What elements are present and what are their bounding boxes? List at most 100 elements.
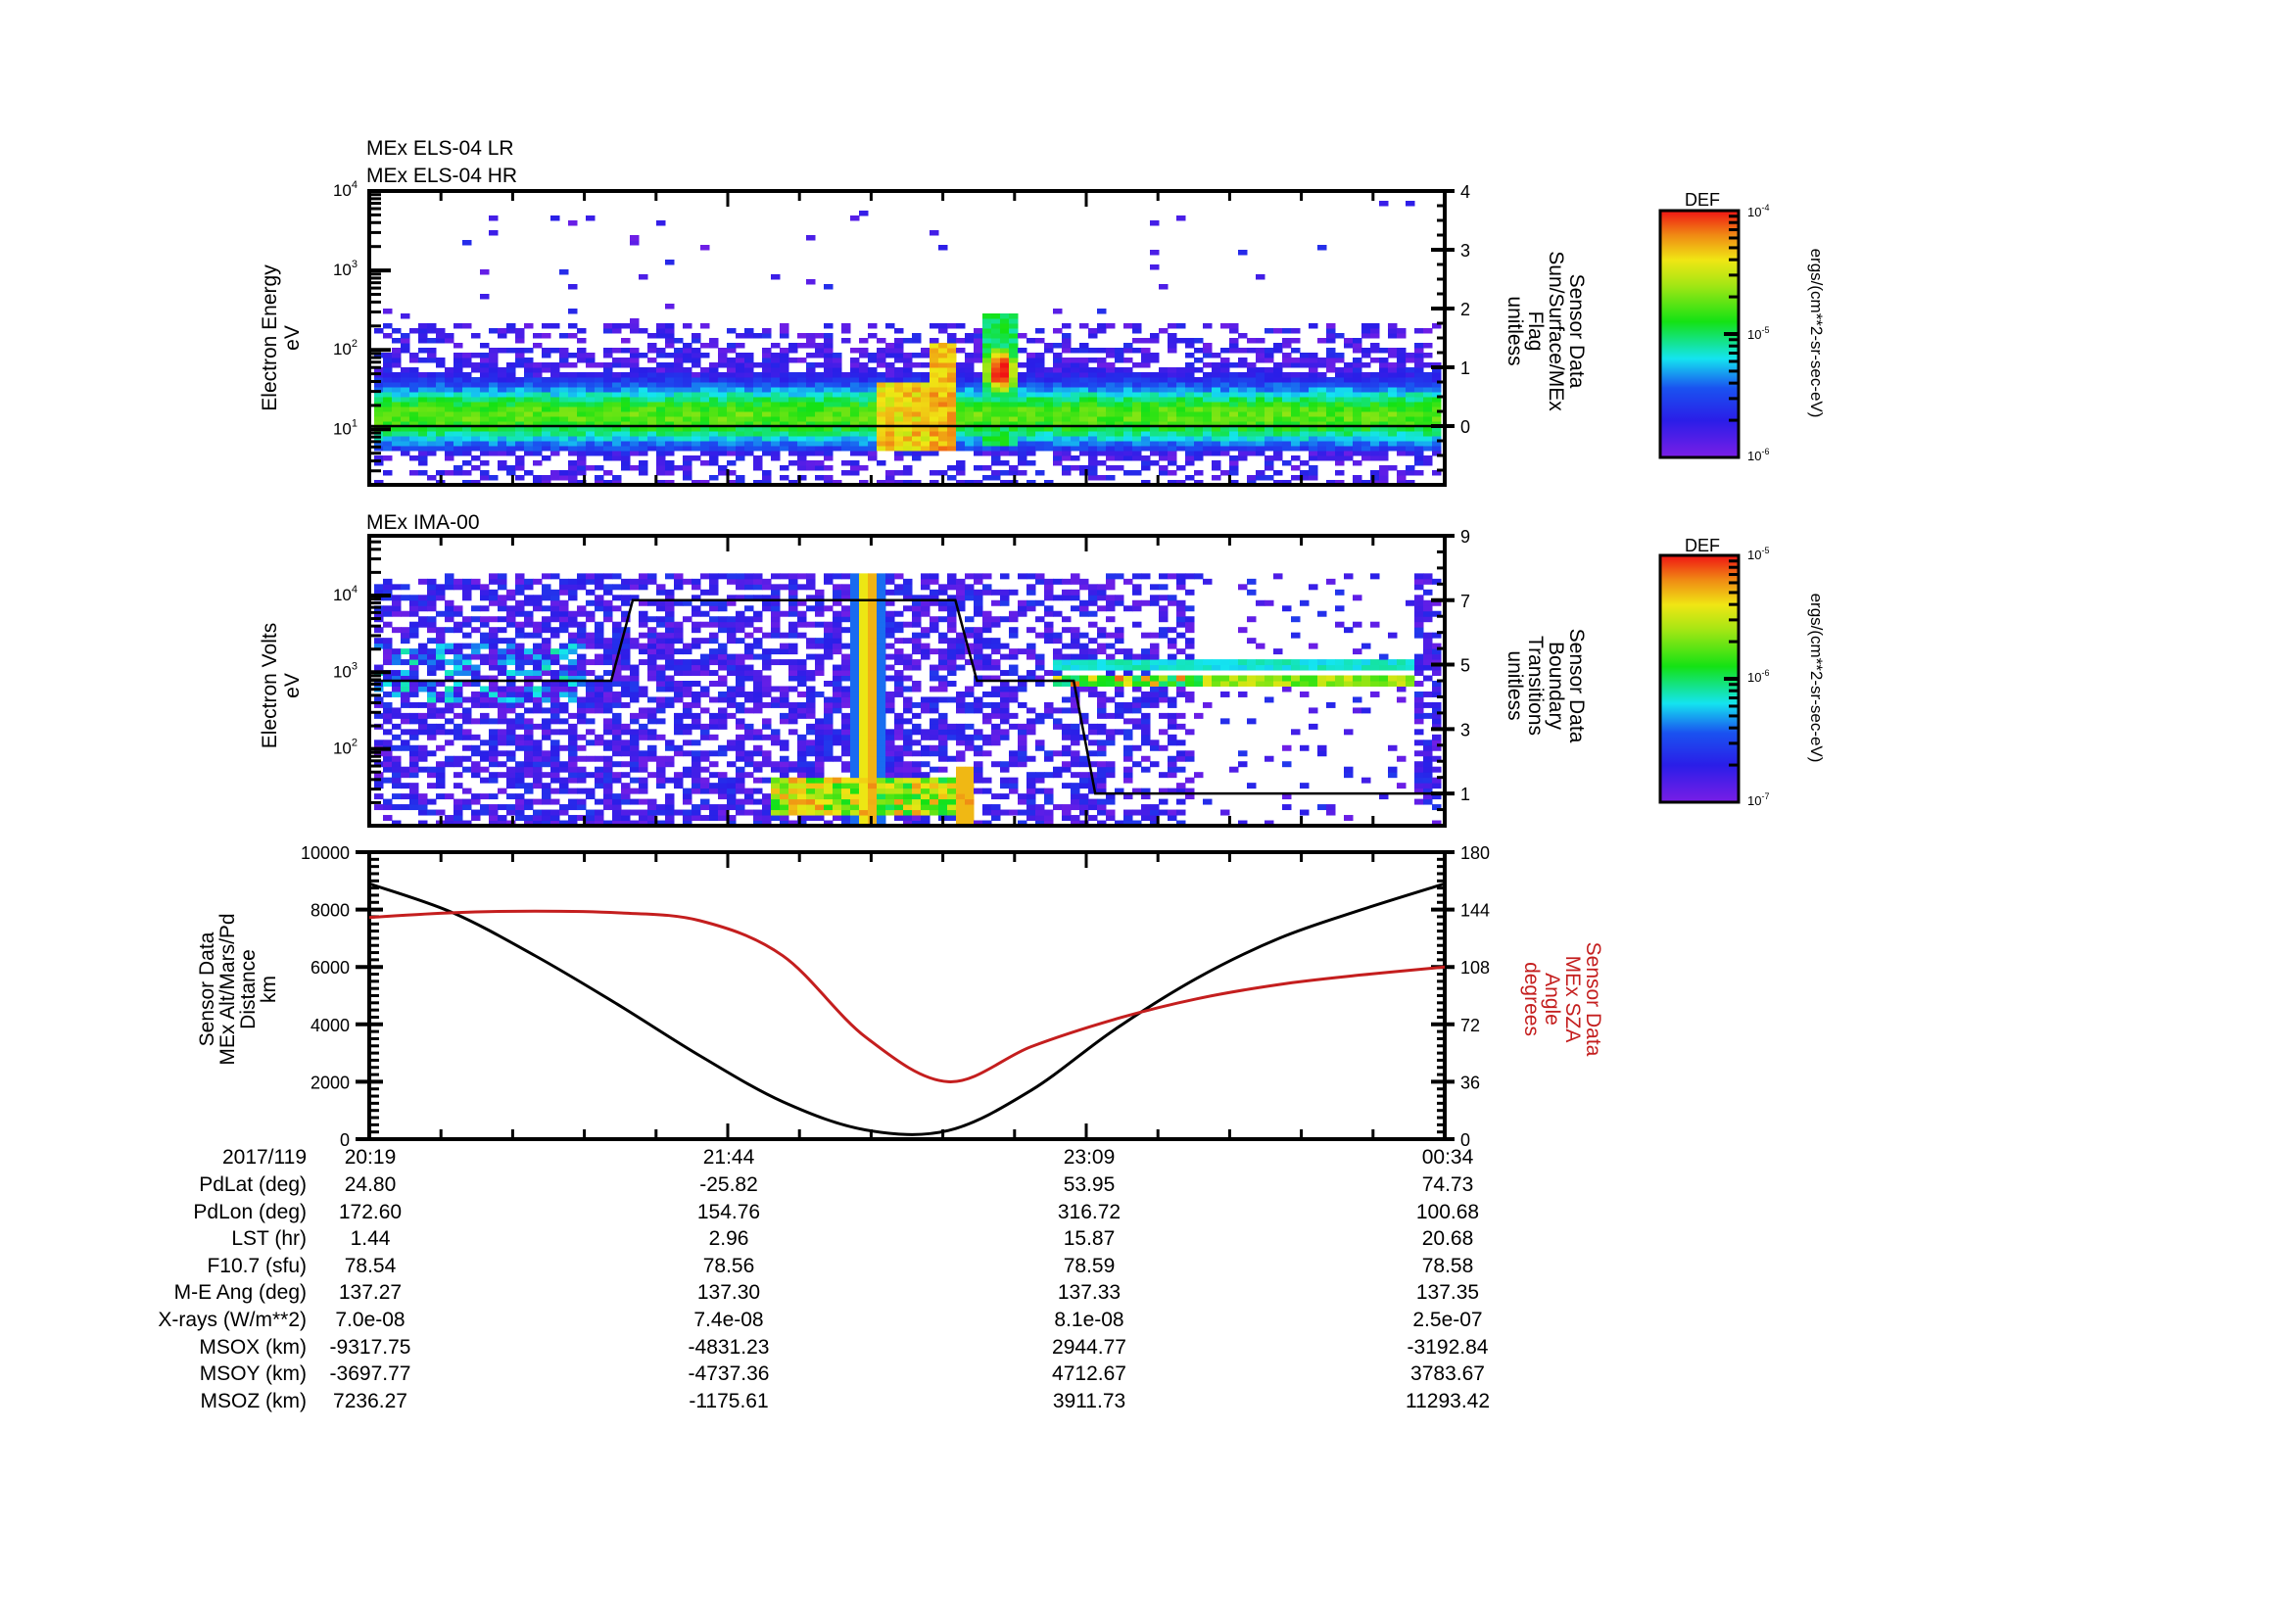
ephemeris-label: X-rays (W/m**2)	[158, 1307, 307, 1333]
ephemeris-value: 137.27	[339, 1279, 402, 1306]
svg-text:1: 1	[1460, 358, 1470, 378]
ephemeris-row: MSOX (km) -9317.75 -4831.23 2944.77 -3192.84	[0, 1334, 2291, 1361]
panel1-ylabel: Electron Energy	[259, 264, 281, 411]
ephemeris-label: MSOZ (km)	[201, 1388, 307, 1414]
ephemeris-value: 11293.42	[1406, 1388, 1490, 1414]
ephemeris-row: F10.7 (sfu) 78.54 78.56 78.59 78.58	[0, 1253, 2291, 1279]
ephemeris-label: MSOX (km)	[199, 1334, 307, 1361]
ephemeris-value: 2.5e-07	[1412, 1307, 1482, 1333]
panel2-ylabel: Electron Volts	[259, 623, 281, 748]
ephemeris-row: M-E Ang (deg) 137.27 137.30 137.33 137.35	[0, 1279, 2291, 1306]
ephemeris-value: 137.35	[1416, 1279, 1479, 1306]
els-heatmap-cells	[374, 201, 1442, 486]
ephemeris-label: M-E Ang (deg)	[174, 1279, 307, 1306]
colorbar2-tick-min: 10-7	[1747, 791, 1769, 808]
colorbar2-title: DEF	[1685, 536, 1720, 555]
svg-text:Sensor Data: Sensor Data	[1565, 274, 1588, 389]
ephemeris-value: 78.58	[1422, 1253, 1474, 1279]
svg-text:unitless: unitless	[1503, 296, 1526, 365]
ephemeris-label: PdLat (deg)	[199, 1171, 307, 1198]
colorbar1-units: ergs/(cm**2-sr-sec-eV)	[1807, 249, 1826, 418]
svg-text:101: 101	[333, 417, 358, 438]
ephemeris-value: 2944.77	[1052, 1334, 1126, 1361]
panel1-title-hr: MEx ELS-04 HR	[366, 165, 517, 187]
svg-text:3: 3	[1460, 241, 1470, 261]
ephemeris-value: 15.87	[1064, 1225, 1116, 1252]
ephemeris-row: MSOZ (km) 7236.27 -1175.61 3911.73 11293.42	[0, 1388, 2291, 1414]
ephemeris-value: 78.59	[1064, 1253, 1116, 1279]
ephemeris-value: -1175.61	[689, 1388, 768, 1414]
ephemeris-value: 78.56	[703, 1253, 755, 1279]
ephemeris-row: LST (hr) 1.44 2.96 15.87 20.68	[0, 1225, 2291, 1252]
ephemeris-value: 4712.67	[1052, 1361, 1126, 1387]
time-tick: 23:09	[1064, 1144, 1116, 1170]
svg-text:4: 4	[1460, 182, 1470, 202]
ephemeris-value: -4831.23	[689, 1334, 770, 1361]
svg-text:0: 0	[1460, 417, 1470, 437]
colorbar1-tick-mid: 10-5	[1747, 325, 1769, 342]
colorbar2-units: ergs/(cm**2-sr-sec-eV)	[1807, 594, 1826, 763]
ephemeris-value: 53.95	[1064, 1171, 1116, 1198]
colorbar2-tick-mid: 10-6	[1747, 668, 1769, 685]
ephemeris-value: 172.60	[339, 1199, 402, 1225]
ephemeris-value: 3911.73	[1053, 1388, 1125, 1414]
ephemeris-value: 316.72	[1058, 1199, 1121, 1225]
panel1-ylabel-unit: eV	[281, 325, 304, 351]
ephemeris-value: -3697.77	[330, 1361, 411, 1387]
svg-text:Flag: Flag	[1524, 311, 1547, 352]
colorbar1-tick-max: 10-4	[1747, 203, 1769, 219]
svg-text:Sun/Surface/MEx: Sun/Surface/MEx	[1545, 251, 1567, 411]
panel1-right-axis-label: Sensor Data Sun/Surface/MEx Flag unitles…	[1503, 251, 1588, 411]
panel3-left-axis-label: Sensor Data MEx Alt/Mars/Pd Distance km	[196, 913, 280, 1065]
ephemeris-value: 1.44	[351, 1225, 391, 1252]
ephemeris-value: 100.68	[1416, 1199, 1479, 1225]
ephemeris-value: 8.1e-08	[1054, 1307, 1123, 1333]
colorbar1-title: DEF	[1685, 190, 1720, 210]
svg-text:2: 2	[1460, 300, 1470, 319]
ephemeris-row: PdLat (deg) 24.80 -25.82 53.95 74.73	[0, 1171, 2291, 1198]
ima-colorbar: DEF 10-5 10-6 10-7 ergs/(cm**2-sr-sec-eV…	[1660, 536, 1826, 808]
ephemeris-row: PdLon (deg) 172.60 154.76 316.72 100.68	[0, 1199, 2291, 1225]
ephemeris-value: 154.76	[697, 1199, 760, 1225]
distance-line	[369, 884, 1445, 1134]
ephemeris-label: LST (hr)	[231, 1225, 307, 1252]
els-spectrogram-panel: MEx ELS-04 LR MEx ELS-04 HR 101102103104…	[259, 137, 1588, 486]
ephemeris-label: F10.7 (sfu)	[207, 1253, 307, 1279]
ephemeris-row: X-rays (W/m**2) 7.0e-08 7.4e-08 8.1e-08 2.5e…	[0, 1307, 2291, 1333]
ephemeris-value: 137.30	[697, 1279, 760, 1306]
ephemeris-value: 78.54	[345, 1253, 397, 1279]
ephemeris-label: MSOY (km)	[200, 1361, 307, 1387]
ephemeris-value: 7.0e-08	[335, 1307, 405, 1333]
ephemeris-label: PdLon (deg)	[193, 1199, 307, 1225]
ima-heatmap-cells	[374, 573, 1442, 826]
colorbar1-tick-min: 10-6	[1747, 447, 1769, 463]
svg-text:104: 104	[333, 179, 358, 200]
ephemeris-value: 20.68	[1422, 1225, 1474, 1252]
time-tick: 00:34	[1422, 1144, 1474, 1170]
ephemeris-value: -25.82	[699, 1171, 758, 1198]
els-colorbar: DEF 10-4 10-5 10-6 ergs/(cm**2-sr-sec-eV…	[1660, 190, 1826, 463]
ephemeris-value: 7236.27	[333, 1388, 407, 1414]
ephemeris-value: -3192.84	[1408, 1334, 1489, 1361]
panel2-title: MEx IMA-00	[366, 511, 480, 534]
panel1-title-lr: MEx ELS-04 LR	[366, 137, 514, 160]
ephemeris-time-row: 2017/119 20:19 21:44 23:09 00:34	[0, 1144, 2291, 1170]
ephemeris-value: -9317.75	[330, 1334, 411, 1361]
svg-text:103: 103	[333, 259, 358, 279]
ephemeris-value: 137.33	[1058, 1279, 1121, 1306]
ephemeris-value: 74.73	[1422, 1171, 1474, 1198]
panel2-right-axis-label: Sensor Data Boundary Transitions unitles…	[1503, 629, 1588, 743]
panel2-ylabel-unit: eV	[281, 673, 304, 698]
ephemeris-value: 24.80	[345, 1171, 397, 1198]
ephemeris-value: 7.4e-08	[693, 1307, 763, 1333]
time-tick: 21:44	[703, 1144, 755, 1170]
colorbar2-tick-max: 10-5	[1747, 546, 1769, 562]
ephemeris-value: 2.96	[709, 1225, 749, 1252]
panel3-right-axis-label: Sensor Data MEx SZA Angle degrees	[1520, 942, 1604, 1057]
svg-text:102: 102	[333, 338, 358, 358]
